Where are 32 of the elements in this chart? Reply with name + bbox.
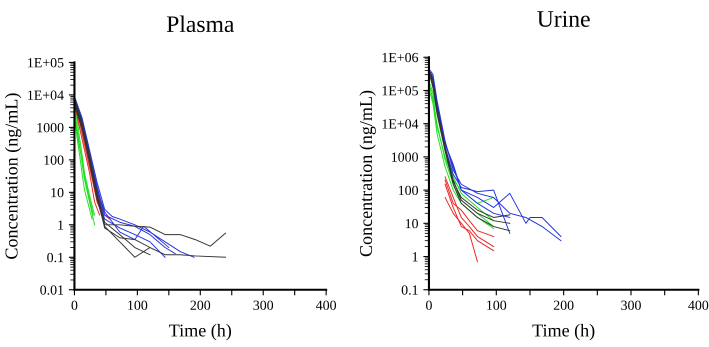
y-tick-label: 0.1 xyxy=(402,285,418,295)
x-tick-label: 300 xyxy=(621,300,641,310)
y-axis-title: Concentration (ng/mL) xyxy=(359,90,376,256)
x-tick-label: 200 xyxy=(190,300,210,310)
y-tick-label: 1 xyxy=(412,252,418,262)
chart-title: Plasma xyxy=(166,16,234,32)
y-tick-label: 1 xyxy=(58,220,64,230)
x-axis-title: Time (h) xyxy=(532,324,594,340)
y-tick-label: 1000 xyxy=(37,122,64,132)
y-tick-label: 1E+04 xyxy=(382,119,418,129)
x-tick-label: 400 xyxy=(316,300,336,310)
x-tick-label: 100 xyxy=(487,300,506,310)
y-tick-label: 0.01 xyxy=(40,285,64,295)
x-axis-title: Time (h) xyxy=(169,324,232,340)
y-tick-label: 0.1 xyxy=(47,252,64,262)
x-tick-label: 200 xyxy=(554,300,574,310)
y-tick-label: 1E+05 xyxy=(28,58,64,68)
x-tick-label: 0 xyxy=(426,300,432,310)
y-tick-label: 1000 xyxy=(392,152,418,162)
x-tick-label: 400 xyxy=(688,300,708,310)
y-tick-label: 100 xyxy=(44,155,64,165)
y-tick-label: 1E+04 xyxy=(28,90,64,100)
x-tick-label: 100 xyxy=(128,300,148,310)
y-tick-label: 10 xyxy=(406,218,418,228)
x-tick-label: 0 xyxy=(72,300,78,310)
y-axis-title: Concentration (ng/mL) xyxy=(4,93,22,259)
y-tick-label: 10 xyxy=(51,188,64,198)
y-tick-label: 1E+05 xyxy=(382,86,418,96)
chart-title: Urine xyxy=(537,11,590,27)
y-tick-label: 1E+06 xyxy=(382,52,418,62)
y-tick-label: 100 xyxy=(398,186,418,196)
x-tick-label: 300 xyxy=(253,300,274,310)
